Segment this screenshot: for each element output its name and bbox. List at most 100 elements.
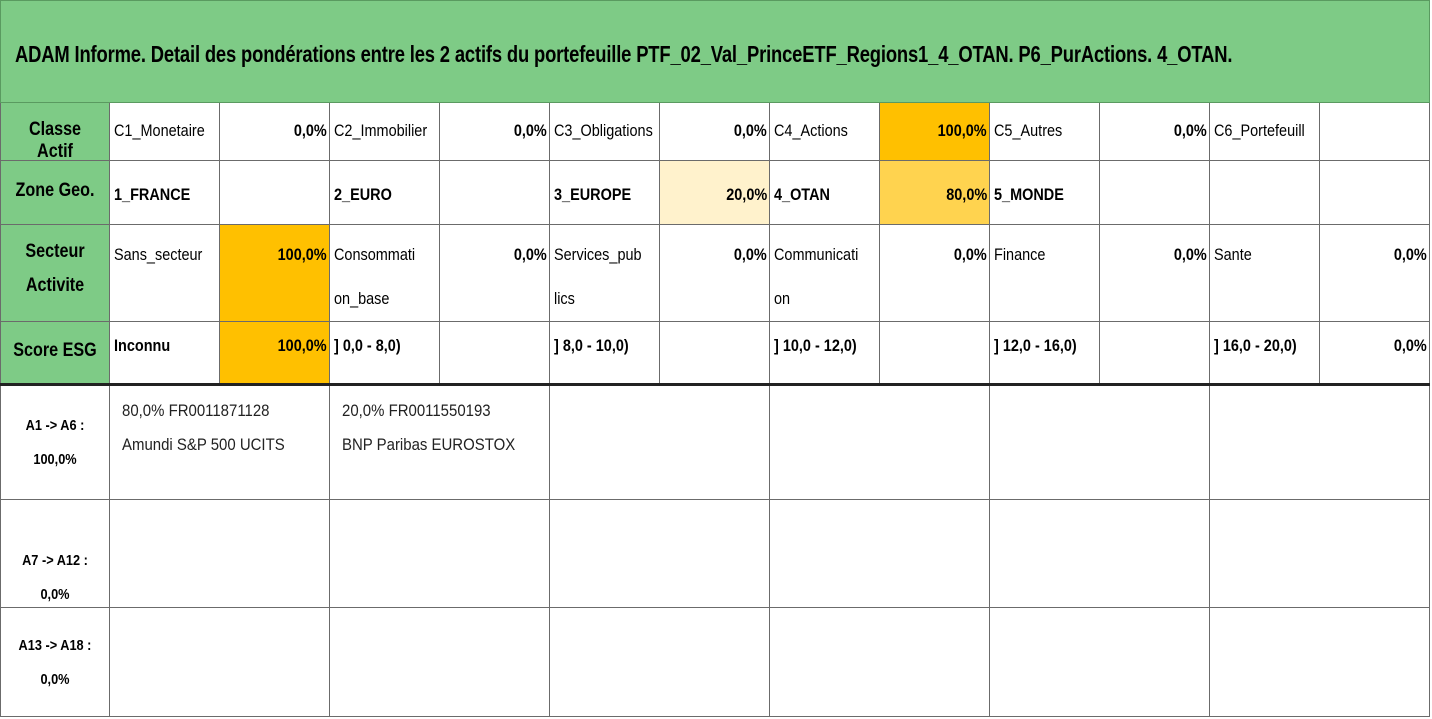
- asset-slot: 80,0% FR0011871128 Amundi S&P 500 UCITS: [110, 386, 330, 500]
- asset-slot: [1210, 608, 1430, 717]
- secteur-item-name: Sans_secteur: [110, 225, 220, 322]
- item-name-line2: on_base: [334, 289, 390, 308]
- item-name: C5_Autres: [994, 121, 1063, 140]
- zone_geo-item-value: 20,0%: [660, 161, 770, 225]
- classe_actif-item-value: 100,0%: [880, 103, 990, 161]
- section-divider: [0, 383, 1430, 386]
- zone_geo-row-label: Zone Geo.: [0, 161, 110, 225]
- item-name: C3_Obligations: [554, 121, 653, 140]
- asset-group-label: A13 -> A18 : 0,0%: [0, 608, 110, 717]
- item-value: 0,0%: [294, 121, 327, 140]
- asset-weight-isin: 20,0% FR0011550193: [342, 401, 491, 420]
- asset-slot: [990, 608, 1210, 717]
- asset-slot: [550, 500, 770, 608]
- asset-slot: [110, 608, 330, 717]
- score_esg-item-name: ] 8,0 - 10,0): [550, 322, 660, 384]
- asset-name: BNP Paribas EUROSTOX: [342, 435, 516, 454]
- asset-slot: [770, 386, 990, 500]
- item-value: 0,0%: [514, 245, 547, 264]
- score_esg-item-value: [880, 322, 990, 384]
- asset-slot: [990, 386, 1210, 500]
- score_esg-item-value: [660, 322, 770, 384]
- asset-slot: [110, 500, 330, 608]
- score_esg-item-value: [1100, 322, 1210, 384]
- item-value: 20,0%: [726, 185, 767, 204]
- zone_geo-item-name: 5_MONDE: [990, 161, 1100, 225]
- asset-slot: [550, 386, 770, 500]
- classe_actif-item-name: C5_Autres: [990, 103, 1100, 161]
- score_esg-row-label: Score ESG: [0, 322, 110, 384]
- item-value: 0,0%: [1394, 245, 1427, 264]
- item-name: C2_Immobilier: [334, 121, 428, 140]
- item-name: 3_EUROPE: [554, 185, 632, 204]
- asset-group-label: A7 -> A12 : 0,0%: [0, 500, 110, 608]
- secteur-item-name: Sante: [1210, 225, 1320, 322]
- row-label: Classe Actif: [28, 119, 82, 161]
- classe_actif-item-name: C3_Obligations: [550, 103, 660, 161]
- asset-group-label-text: A13 -> A18 :: [18, 636, 92, 654]
- classe_actif-item-name: C6_Portefeuill: [1210, 103, 1320, 161]
- score_esg-item-value: 0,0%: [1320, 322, 1430, 384]
- zone_geo-item-value: 80,0%: [880, 161, 990, 225]
- asset-group-label: A1 -> A6 : 100,0%: [0, 386, 110, 500]
- asset-slot: 20,0% FR0011550193 BNP Paribas EUROSTOX: [330, 386, 550, 500]
- score_esg-item-name: Inconnu: [110, 322, 220, 384]
- score_esg-item-name: ] 0,0 - 8,0): [330, 322, 440, 384]
- item-name-line1: Sante: [1214, 245, 1252, 264]
- classe_actif-item-value: 0,0%: [660, 103, 770, 161]
- row-label: Zone Geo.: [15, 180, 95, 201]
- asset-group-label-text: 0,0%: [40, 670, 70, 688]
- asset-group-label-text: A1 -> A6 :: [25, 417, 85, 434]
- row-label-line2: Activite: [25, 275, 85, 296]
- asset-slot: [330, 608, 550, 717]
- secteur-item-name: Finance: [990, 225, 1100, 322]
- asset-group-label-text: 100,0%: [33, 451, 77, 468]
- item-name: C4_Actions: [774, 121, 848, 140]
- item-name: 5_MONDE: [994, 185, 1064, 204]
- item-value: 100,0%: [937, 121, 987, 140]
- classe_actif-item-value: 0,0%: [1100, 103, 1210, 161]
- item-name: 1_FRANCE: [114, 185, 191, 204]
- item-name: ] 8,0 - 10,0): [554, 336, 629, 355]
- score_esg-item-name: ] 10,0 - 12,0): [770, 322, 880, 384]
- secteur-item-value: 100,0%: [220, 225, 330, 322]
- secteur-item-name: Consommati on_base: [330, 225, 440, 322]
- zone_geo-item-name: [1210, 161, 1320, 225]
- asset-slot: [770, 608, 990, 717]
- item-name: ] 0,0 - 8,0): [334, 336, 401, 355]
- item-name-line1: Consommati: [334, 245, 416, 264]
- zone_geo-item-name: 4_OTAN: [770, 161, 880, 225]
- report-title: ADAM Informe. Detail des pondérations en…: [15, 41, 1233, 67]
- asset-slot: [1210, 500, 1430, 608]
- item-name: C6_Portefeuill: [1214, 121, 1305, 140]
- secteur-item-value: 0,0%: [1100, 225, 1210, 322]
- score_esg-item-value: 100,0%: [220, 322, 330, 384]
- item-name-line1: Finance: [994, 245, 1046, 264]
- secteur-item-value: 0,0%: [880, 225, 990, 322]
- asset-name: Amundi S&P 500 UCITS: [122, 435, 285, 454]
- item-name: ] 16,0 - 20,0): [1214, 336, 1297, 355]
- item-value: 80,0%: [946, 185, 987, 204]
- item-name: Inconnu: [114, 336, 171, 355]
- item-name: ] 12,0 - 16,0): [994, 336, 1077, 355]
- secteur-item-value: 0,0%: [440, 225, 550, 322]
- asset-slot: [990, 500, 1210, 608]
- secteur-row-label: Secteur Activite: [0, 225, 110, 322]
- item-value: 0,0%: [1174, 245, 1207, 264]
- item-value: 0,0%: [734, 121, 767, 140]
- item-value: 100,0%: [277, 336, 327, 355]
- classe_actif-item-name: C1_Monetaire: [110, 103, 220, 161]
- asset-slot: [330, 500, 550, 608]
- asset-slot: [770, 500, 990, 608]
- asset-group-label-text: A7 -> A12 : 0,0%: [22, 552, 88, 603]
- item-value: 0,0%: [514, 121, 547, 140]
- classe_actif-row-label: Classe Actif: [0, 103, 110, 161]
- item-name: 2_EURO: [334, 185, 392, 204]
- asset-weight-isin: 80,0% FR0011871128: [122, 401, 270, 420]
- asset-slot: [550, 608, 770, 717]
- score_esg-item-value: [440, 322, 550, 384]
- score_esg-item-name: ] 12,0 - 16,0): [990, 322, 1100, 384]
- zone_geo-item-value: [220, 161, 330, 225]
- classe_actif-item-name: C2_Immobilier: [330, 103, 440, 161]
- secteur-item-name: Communicati on: [770, 225, 880, 322]
